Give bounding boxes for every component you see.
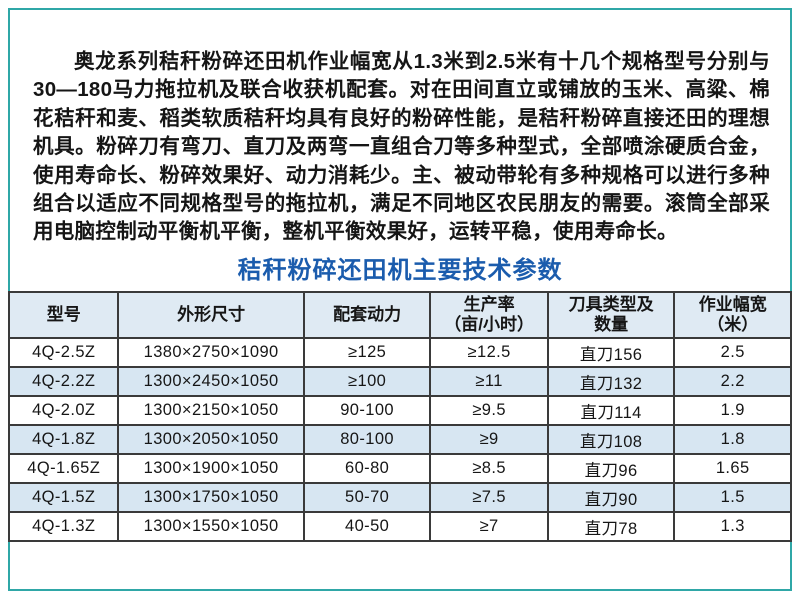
cell-power: 50-70 [302,482,432,513]
table-row: 4Q-2.2Z 1300×2450×1050 ≥100 ≥11 直刀132 2.… [7,366,792,397]
column-header-model: 型号 [7,291,120,339]
table-row: 4Q-2.5Z 1380×2750×1090 ≥125 ≥12.5 直刀156 … [7,337,792,368]
header-row: 型号 外形尺寸 配套动力 生产率 （亩/小时） 刀具类型及 数量 作业幅宽 （米… [7,291,792,339]
cell-width: 2.5 [673,337,792,368]
column-header-power: 配套动力 [302,291,432,339]
cell-model: 4Q-2.0Z [7,395,120,426]
cell-productivity: ≥7 [429,511,549,542]
cell-blade: 直刀156 [546,337,676,368]
cell-productivity: ≥12.5 [429,337,549,368]
column-header-blade: 刀具类型及 数量 [546,291,676,339]
cell-blade: 直刀78 [546,511,676,542]
table-row: 4Q-1.3Z 1300×1550×1050 40-50 ≥7 直刀78 1.3 [7,511,792,542]
cell-blade: 直刀132 [546,366,676,397]
cell-dimensions: 1300×2150×1050 [117,395,305,426]
cell-width: 1.8 [673,424,792,455]
cell-power: 60-80 [302,453,432,484]
cell-width: 1.5 [673,482,792,513]
cell-dimensions: 1300×2450×1050 [117,366,305,397]
cell-model: 4Q-1.3Z [7,511,120,542]
cell-productivity: ≥7.5 [429,482,549,513]
cell-productivity: ≥8.5 [429,453,549,484]
cell-productivity: ≥11 [429,366,549,397]
cell-dimensions: 1300×1750×1050 [117,482,305,513]
table-row: 4Q-1.8Z 1300×2050×1050 80-100 ≥9 直刀108 1… [7,424,792,455]
cell-model: 4Q-2.2Z [7,366,120,397]
spec-table-body: 4Q-2.5Z 1380×2750×1090 ≥125 ≥12.5 直刀156 … [7,337,792,542]
spec-table-title: 秸秆粉碎还田机主要技术参数 [237,258,563,284]
cell-blade: 直刀90 [546,482,676,513]
cell-dimensions: 1300×1550×1050 [117,511,305,542]
cell-power: 40-50 [302,511,432,542]
column-header-productivity: 生产率 （亩/小时） [429,291,549,339]
column-header-width: 作业幅宽 （米） [673,291,792,339]
cell-blade: 直刀96 [546,453,676,484]
cell-model: 4Q-2.5Z [7,337,120,368]
cell-blade: 直刀108 [546,424,676,455]
table-row: 4Q-2.0Z 1300×2150×1050 90-100 ≥9.5 直刀114… [7,395,792,426]
cell-power: 80-100 [302,424,432,455]
spec-table-header: 型号 外形尺寸 配套动力 生产率 （亩/小时） 刀具类型及 数量 作业幅宽 （米… [7,291,792,339]
column-header-dimensions: 外形尺寸 [117,291,305,339]
cell-dimensions: 1300×1900×1050 [117,453,305,484]
cell-width: 1.65 [673,453,792,484]
cell-dimensions: 1380×2750×1090 [117,337,305,368]
table-row: 4Q-1.5Z 1300×1750×1050 50-70 ≥7.5 直刀90 1… [7,482,792,513]
cell-width: 1.9 [673,395,792,426]
cell-productivity: ≥9 [429,424,549,455]
cell-power: ≥125 [302,337,432,368]
cell-blade: 直刀114 [546,395,676,426]
intro-paragraph: 奥龙系列秸秆粉碎还田机作业幅宽从1.3米到2.5米有十几个规格型号分别与30—1… [33,50,770,244]
cell-power: 90-100 [302,395,432,426]
spec-table: 型号 外形尺寸 配套动力 生产率 （亩/小时） 刀具类型及 数量 作业幅宽 （米… [7,291,792,542]
cell-dimensions: 1300×2050×1050 [117,424,305,455]
cell-model: 4Q-1.8Z [7,424,120,455]
cell-power: ≥100 [302,366,432,397]
cell-width: 1.3 [673,511,792,542]
cell-model: 4Q-1.5Z [7,482,120,513]
table-row: 4Q-1.65Z 1300×1900×1050 60-80 ≥8.5 直刀96 … [7,453,792,484]
cell-width: 2.2 [673,366,792,397]
cell-model: 4Q-1.65Z [7,453,120,484]
cell-productivity: ≥9.5 [429,395,549,426]
